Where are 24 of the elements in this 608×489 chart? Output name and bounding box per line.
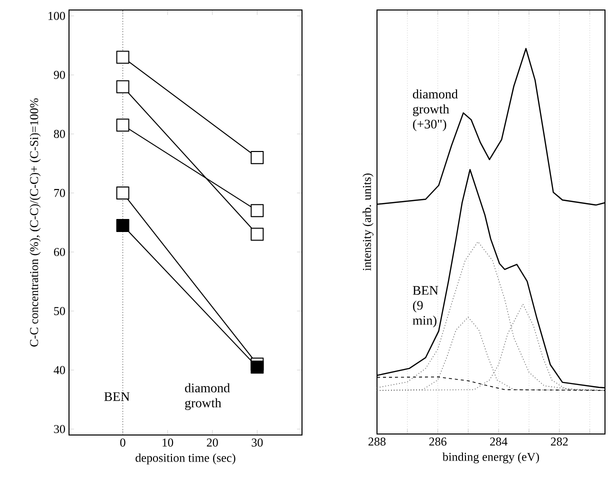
x-tick-label: 282 [550, 438, 568, 446]
annotation: diamond growth (+30") [412, 89, 458, 132]
x-tick-label: 288 [368, 438, 386, 446]
y-tick-label: 100 [48, 12, 66, 20]
annotation: BEN [104, 392, 130, 401]
x-tick-label: 10 [162, 438, 174, 447]
annotation: BEN (9 min) [412, 286, 438, 328]
y-axis-title: C-C concentration (%), (C-C)/(C-C)+ (C-Si)=100% [30, 98, 41, 347]
y-tick-label: 50 [54, 306, 66, 316]
x-tick-label: 20 [206, 438, 218, 447]
y-tick-label: 90 [54, 70, 66, 79]
x-tick-label: 286 [429, 438, 446, 446]
x-tick-label: 284 [490, 438, 508, 446]
y-tick-label: 60 [54, 248, 66, 256]
y-tick-label: 30 [54, 425, 66, 434]
annotation: diamond growth [185, 383, 230, 410]
x-tick-label: 0 [120, 438, 126, 447]
y-axis-title: intensity (arb. units) [362, 174, 374, 271]
x-axis-title: binding energy (eV) [442, 452, 539, 464]
y-tick-label: 80 [54, 130, 66, 138]
y-tick-label: 40 [54, 366, 66, 374]
x-tick-label: 30 [252, 438, 263, 447]
y-tick-label: 70 [54, 188, 66, 198]
x-axis-title: deposition time (sec) [136, 453, 236, 464]
